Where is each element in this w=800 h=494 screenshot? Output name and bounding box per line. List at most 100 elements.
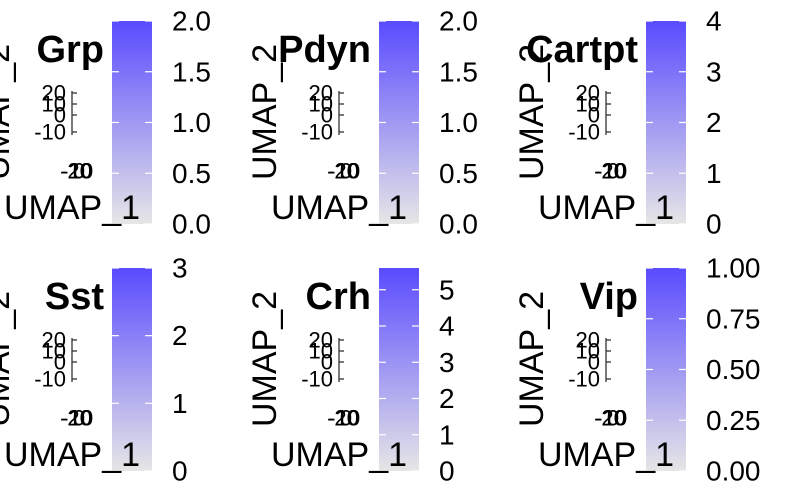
x-tick-label: 0: [73, 406, 85, 431]
panel-svg: 0.000.250.500.751.00-1001020-20-10010UMA…: [513, 253, 761, 487]
y-axis-title: UMAP_2: [0, 44, 17, 180]
x-tick-label: 0: [607, 406, 619, 431]
y-tick-label: -10: [301, 120, 333, 145]
y-tick-label: 10: [576, 92, 600, 117]
y-tick-label: 20: [309, 81, 333, 106]
feature-panel-sst: 0 1 2 3 -10 0 10 20 -20 -10 0 10 UMAP_1 UMAP_2 Sst: [0, 247, 285, 494]
y-axis-title: UMAP_2: [0, 291, 17, 427]
y-tick-label: 0: [321, 103, 333, 128]
x-tick-label: 0: [340, 406, 352, 431]
y-tick-label: 10: [576, 339, 600, 364]
x-tick-label: -20: [327, 406, 359, 431]
x-axis-title: UMAP_1: [4, 189, 140, 227]
colorbar-tick-label: 3: [706, 56, 722, 87]
y-tick-label: 0: [588, 350, 600, 375]
y-tick-label: 0: [54, 350, 66, 375]
colorbar-tick-label: 4: [706, 6, 722, 37]
colorbar-tick-label: 1.00: [706, 253, 761, 284]
panel-title: Grp: [36, 29, 104, 71]
x-tick-label: -10: [595, 406, 627, 431]
feature-panel-crh: 0 1 2 3 4 5 -10 0 10 20 -20 -10 0 10 UMAP_1 UMAP_2 Crh: [246, 247, 552, 494]
y-tick-label: -10: [568, 367, 600, 392]
feature-panel-pdyn: 0.0 0.5 1.0 1.5 2.0 -10 0 10 20 -20 -10 0 10 UMAP_1 UM…: [246, 0, 552, 247]
x-tick-label: 0: [73, 159, 85, 184]
colorbar-tick-label: 0.5: [439, 158, 478, 189]
y-tick-label: 10: [42, 339, 66, 364]
colorbar-tick-label: 3: [172, 253, 188, 284]
y-tick-label: 20: [576, 81, 600, 106]
x-tick-label: -20: [60, 159, 92, 184]
colorbar-tick-label: 0.25: [706, 405, 761, 436]
panel-title: Vip: [580, 276, 638, 318]
y-tick-label: 0: [54, 103, 66, 128]
y-tick-label: 10: [42, 92, 66, 117]
y-tick-label: -10: [34, 120, 66, 145]
x-tick-label: -20: [594, 159, 626, 184]
colorbar-tick-label: 0: [706, 209, 722, 240]
x-tick-label: -20: [60, 406, 92, 431]
y-axis-title: UMAP_2: [246, 291, 284, 427]
colorbar-tick-label: 2: [172, 320, 188, 351]
x-tick-label: -10: [328, 406, 360, 431]
colorbar-tick-label: 5: [439, 274, 455, 305]
x-axis-title: UMAP_1: [271, 436, 407, 474]
y-tick-label: 20: [42, 81, 66, 106]
x-tick-label: 10: [603, 406, 627, 431]
x-axis-title: UMAP_1: [271, 189, 407, 227]
y-tick-label: 10: [309, 92, 333, 117]
colorbar-tick-label: 0.0: [172, 209, 211, 240]
colorbar-tick-label: 0: [439, 456, 455, 487]
feature-panel-vip: 0.00 0.25 0.50 0.75 1.00 -10 0 10 20 -20 -10 0 10 UMA…: [513, 247, 800, 494]
panel-title: Cartpt: [526, 29, 638, 71]
x-axis-title: UMAP_1: [538, 436, 674, 474]
y-tick-label: 20: [309, 328, 333, 353]
colorbar: [379, 268, 419, 471]
colorbar-tick-label: 1.0: [439, 107, 478, 138]
colorbar-tick-label: 2: [439, 383, 455, 414]
colorbar-tick-label: 1: [172, 388, 188, 419]
x-axis-title: UMAP_1: [538, 189, 674, 227]
y-tick-label: -10: [568, 120, 600, 145]
colorbar-tick-label: 1.5: [172, 56, 211, 87]
x-tick-label: -10: [61, 406, 93, 431]
colorbar-tick-label: 0: [172, 456, 188, 487]
y-axis-title: UMAP_2: [513, 44, 551, 180]
x-tick-label: 10: [69, 406, 93, 431]
x-tick-label: -20: [594, 406, 626, 431]
x-tick-label: 10: [69, 159, 93, 184]
y-tick-label: -10: [34, 367, 66, 392]
y-tick-label: 10: [309, 339, 333, 364]
y-tick-label: 20: [42, 328, 66, 353]
colorbar-tick-label: 0.0: [439, 209, 478, 240]
y-tick-label: 0: [321, 350, 333, 375]
panel-svg: 0.00.51.01.52.0-1001020-20-10010UMAP_1UM…: [246, 6, 478, 240]
colorbar-tick-label: 1: [439, 419, 455, 450]
panel-title: Crh: [306, 276, 371, 318]
y-tick-label: 0: [588, 103, 600, 128]
x-tick-label: -10: [61, 159, 93, 184]
x-tick-label: 10: [336, 159, 360, 184]
colorbar-tick-label: 2.0: [172, 6, 211, 37]
x-tick-label: 10: [336, 406, 360, 431]
y-axis-title: UMAP_2: [513, 291, 551, 427]
panel-svg: 0.00.51.01.52.0-1001020-20-10010UMAP_1UM…: [0, 6, 211, 240]
colorbar-tick-label: 0.00: [706, 456, 761, 487]
x-tick-label: -10: [595, 159, 627, 184]
colorbar-tick-label: 3: [439, 347, 455, 378]
colorbar-tick-label: 4: [439, 311, 455, 342]
feature-panel-cartpt: 0 1 2 3 4 -10 0 10 20 -20 -10 0 10 UMAP_1 UMAP_2 Cartpt: [513, 0, 800, 247]
y-tick-label: 20: [576, 328, 600, 353]
x-tick-label: 0: [340, 159, 352, 184]
colorbar-tick-label: 2: [706, 107, 722, 138]
x-tick-label: 10: [603, 159, 627, 184]
colorbar-tick-label: 0.50: [706, 354, 761, 385]
y-tick-label: -10: [301, 367, 333, 392]
colorbar-tick-label: 2.0: [439, 6, 478, 37]
x-tick-label: -10: [328, 159, 360, 184]
x-axis-title: UMAP_1: [4, 436, 140, 474]
feature-panel-grp: 0.0 0.5 1.0 1.5 2.0 -10 0 10 20 -20 -10 0 10 UMAP_1 UM…: [0, 0, 285, 247]
x-tick-label: -20: [327, 159, 359, 184]
